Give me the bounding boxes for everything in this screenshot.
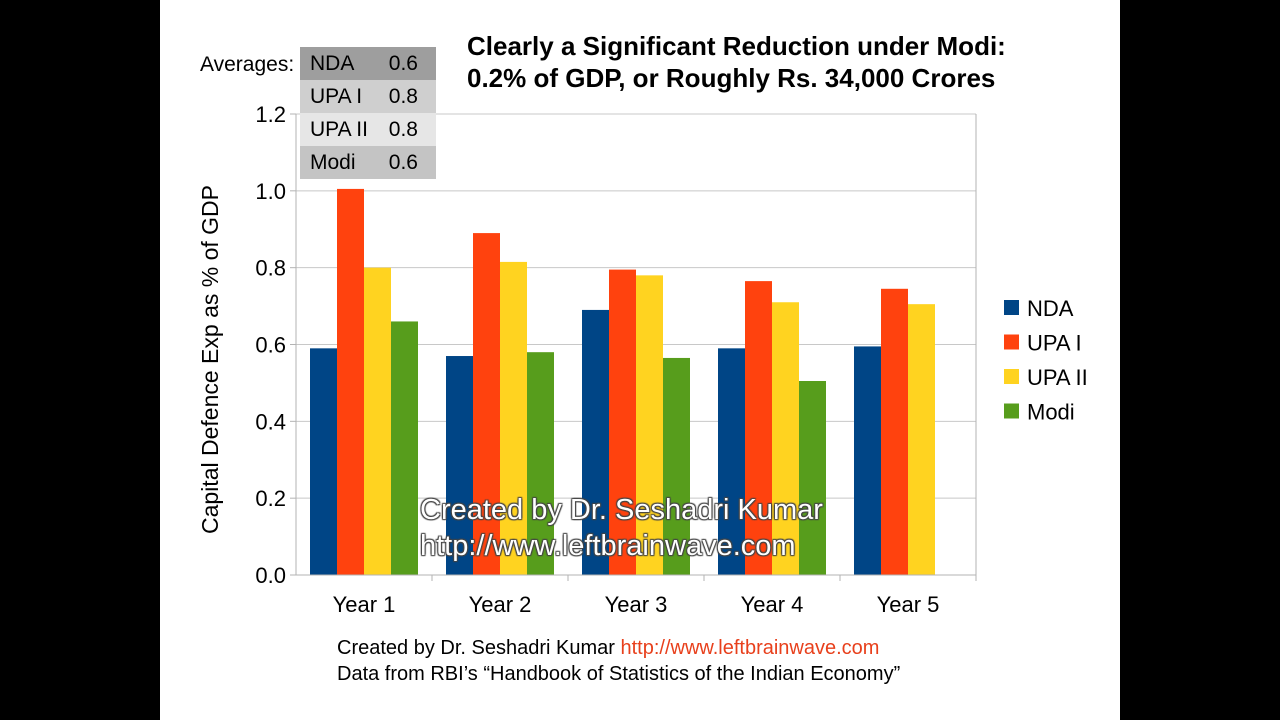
x-tick-label: Year 3 <box>605 592 668 617</box>
averages-row-name: Modi <box>310 150 356 174</box>
y-tick-label: 0.4 <box>255 409 286 434</box>
legend-label: NDA <box>1027 296 1074 321</box>
bar-upa-ii <box>908 304 935 575</box>
bar-nda <box>446 356 473 575</box>
y-tick-label: 0.2 <box>255 486 286 511</box>
averages-row: UPA II 0.8 <box>300 113 436 146</box>
averages-row: Modi 0.6 <box>300 146 436 179</box>
averages-label: Averages: <box>200 53 295 76</box>
y-tick-label: 0.6 <box>255 333 286 358</box>
averages-row-value: 0.8 <box>388 84 418 108</box>
averages-row: NDA 0.6 <box>300 47 436 80</box>
legend-label: UPA II <box>1027 365 1088 390</box>
bar-upa-i <box>881 288 908 575</box>
x-tick-label: Year 1 <box>333 592 396 617</box>
bar-upa-i <box>745 281 772 575</box>
bar-nda <box>310 348 337 575</box>
footer-source: Data from RBI’s “Handbook of Statistics … <box>337 663 901 685</box>
bar-upa-i <box>473 233 500 575</box>
legend-label: UPA I <box>1027 331 1082 356</box>
bar-upa-i <box>609 269 636 575</box>
legend-swatch-modi <box>1004 403 1019 419</box>
averages-row-value: 0.8 <box>388 117 418 141</box>
watermark-line-1: Created by Dr. Seshadri Kumar <box>420 494 823 526</box>
legend-label: Modi <box>1027 400 1075 425</box>
averages-table: NDA 0.6 UPA I 0.8 UPA II 0.8 Modi 0.6 <box>300 47 436 179</box>
y-tick-label: 1.2 <box>255 102 286 127</box>
bar-upa-ii <box>500 261 527 575</box>
bar-upa-ii <box>364 267 391 575</box>
averages-row-name: UPA I <box>310 84 363 108</box>
bar-nda <box>582 309 609 575</box>
bar-nda <box>854 346 881 575</box>
bar-modi <box>527 352 554 575</box>
footer: Created by Dr. Seshadri Kumar http://www… <box>337 635 900 687</box>
y-tick-label: 0.0 <box>255 563 286 588</box>
averages-row-name: UPA II <box>310 117 368 141</box>
bar-modi <box>799 380 826 575</box>
averages-row-value: 0.6 <box>388 150 418 174</box>
x-tick-label: Year 4 <box>741 592 804 617</box>
bar-upa-i <box>337 188 364 575</box>
x-tick-label: Year 2 <box>469 592 532 617</box>
y-tick-label: 1.0 <box>255 179 286 204</box>
averages-row-name: NDA <box>310 51 355 75</box>
legend-swatch-upa-i <box>1004 334 1019 350</box>
chart-title: Clearly a Significant Reduction under Mo… <box>467 30 1006 94</box>
legend-swatch-upa-ii <box>1004 369 1019 384</box>
chart-title-line-1: Clearly a Significant Reduction under Mo… <box>467 31 1006 61</box>
bar-modi <box>663 357 690 575</box>
bar-upa-ii <box>772 302 799 575</box>
footer-credit-line: Created by Dr. Seshadri Kumar http://www… <box>337 635 900 661</box>
y-axis-title: Capital Defence Exp as % of GDP <box>197 185 223 534</box>
averages-row-value: 0.6 <box>388 51 418 75</box>
footer-url-link[interactable]: http://www.leftbrainwave.com <box>620 637 880 659</box>
chart-title-line-2: 0.2% of GDP, or Roughly Rs. 34,000 Crore… <box>467 63 996 93</box>
bar-modi <box>391 321 418 575</box>
y-tick-label: 0.8 <box>255 256 286 281</box>
x-tick-label: Year 5 <box>877 592 940 617</box>
watermark-line-2: http://www.leftbrainwave.com <box>420 530 796 562</box>
bar-nda <box>718 348 745 575</box>
bar-upa-ii <box>636 275 663 575</box>
legend-swatch-nda <box>1004 300 1019 315</box>
averages-row: UPA I 0.8 <box>300 80 436 113</box>
footer-credit: Created by Dr. Seshadri Kumar <box>337 637 615 659</box>
